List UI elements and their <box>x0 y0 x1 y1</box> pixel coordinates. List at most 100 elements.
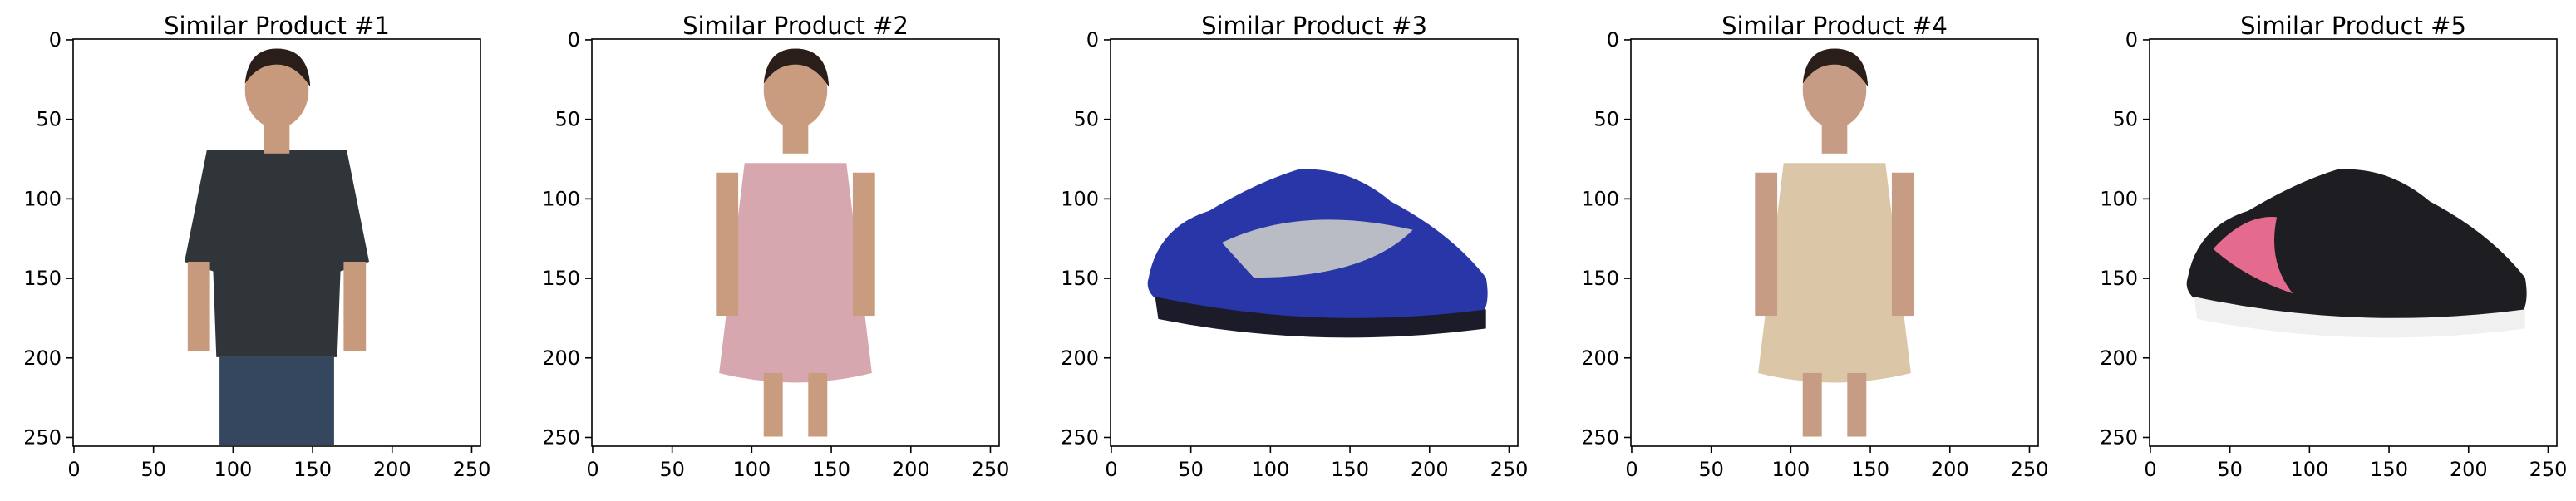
x-tick-label: 50 <box>1178 458 1204 481</box>
axes-frame <box>72 38 481 447</box>
y-tick-label: 100 <box>23 187 62 210</box>
y-tick-label: 250 <box>542 425 580 449</box>
panel-title: Similar Product #4 <box>1721 12 1948 40</box>
x-tick-label: 200 <box>373 458 411 481</box>
y-tick-label: 100 <box>2100 187 2138 210</box>
y-tick-label: 100 <box>542 187 580 210</box>
y-tick-label: 200 <box>2100 346 2138 370</box>
head <box>763 52 828 129</box>
y-tick-label: 250 <box>1581 425 1619 449</box>
axes-frame <box>2149 38 2558 447</box>
arm-right <box>343 261 367 351</box>
head <box>1802 52 1867 129</box>
panel-title: Similar Product #3 <box>1201 12 1427 40</box>
head <box>244 52 309 129</box>
y-tick-label: 50 <box>2112 108 2138 131</box>
garment <box>719 163 872 383</box>
x-tick-label: 0 <box>586 458 598 481</box>
x-tick-label: 50 <box>1698 458 1724 481</box>
x-tick-label: 0 <box>1105 458 1117 481</box>
image-panel: Similar Product #5 0 50 100 150 200 250 0 50 100 1… <box>2100 12 2567 481</box>
arm-left <box>187 261 210 351</box>
product-image <box>2186 169 2527 338</box>
panel-title: Similar Product #5 <box>2240 12 2466 40</box>
x-tick-label: 100 <box>1771 458 1810 481</box>
arm-right <box>1891 172 1914 317</box>
y-tick-label: 200 <box>23 346 62 370</box>
y-tick-label: 200 <box>1061 346 1099 370</box>
x-tick-label: 150 <box>812 458 850 481</box>
neck <box>264 125 290 154</box>
x-tick-label: 50 <box>140 458 166 481</box>
y-tick-label: 0 <box>49 28 62 52</box>
y-tick-label: 150 <box>542 267 580 290</box>
image-panel: Similar Product #4 0 50 100 150 200 250 0 50 100 1… <box>1581 12 2048 481</box>
shoe-sole <box>2194 297 2525 338</box>
x-tick-label: 250 <box>2011 458 2049 481</box>
product-image <box>1147 169 1488 338</box>
arm-left <box>1755 172 1778 317</box>
y-tick-label: 0 <box>2125 28 2138 52</box>
product-image <box>716 48 875 437</box>
x-tick-label: 250 <box>2529 458 2568 481</box>
panel-title: Similar Product #2 <box>682 12 909 40</box>
leg-left <box>1802 372 1822 437</box>
axes-frame <box>1630 38 2039 447</box>
axes-frame <box>591 38 1000 447</box>
leg-right <box>1847 372 1867 437</box>
arm-right <box>852 172 875 317</box>
y-tick-label: 250 <box>1061 425 1099 449</box>
shoe-panel <box>1221 219 1413 278</box>
axes-frame <box>1110 38 1519 447</box>
y-tick-label: 150 <box>23 267 62 290</box>
panel-title: Similar Product #1 <box>164 12 390 40</box>
x-tick-label: 200 <box>892 458 930 481</box>
y-tick-label: 150 <box>1581 267 1619 290</box>
y-tick-label: 50 <box>1073 108 1099 131</box>
garment <box>184 150 370 357</box>
y-tick-label: 0 <box>1607 28 1619 52</box>
y-tick-label: 100 <box>1061 187 1099 210</box>
y-tick-label: 50 <box>36 108 62 131</box>
image-panel: Similar Product #2 0 50 100 150 200 250 0 50 100 1… <box>542 12 1009 481</box>
product-image <box>184 48 370 445</box>
x-tick-label: 100 <box>214 458 252 481</box>
image-panel: Similar Product #3 0 50 100 150 200 250 0 50 100 1… <box>1061 12 1528 481</box>
y-tick-label: 150 <box>2100 267 2138 290</box>
x-tick-label: 50 <box>659 458 685 481</box>
x-tick-label: 0 <box>67 458 80 481</box>
x-tick-label: 150 <box>293 458 332 481</box>
x-tick-label: 0 <box>1625 458 1638 481</box>
y-tick-label: 150 <box>1061 267 1099 290</box>
x-tick-label: 250 <box>972 458 1010 481</box>
y-tick-label: 100 <box>1581 187 1619 210</box>
x-tick-label: 250 <box>1490 458 1529 481</box>
leg-left <box>763 372 783 437</box>
shoe-sole <box>1155 297 1486 338</box>
y-tick-label: 50 <box>554 108 580 131</box>
x-tick-label: 100 <box>732 458 771 481</box>
image-panel: Similar Product #10 50 100 150 200 2500501001… <box>23 12 490 481</box>
neck <box>1821 125 1848 154</box>
hair <box>763 48 830 87</box>
x-tick-label: 250 <box>453 458 491 481</box>
hair <box>244 48 311 87</box>
x-tick-label: 200 <box>1411 458 1449 481</box>
x-tick-label: 0 <box>2144 458 2156 481</box>
x-tick-label: 200 <box>2450 458 2488 481</box>
arm-left <box>716 172 739 317</box>
x-tick-label: 50 <box>2217 458 2243 481</box>
y-tick-label: 250 <box>23 425 62 449</box>
x-tick-label: 100 <box>1251 458 1289 481</box>
product-image <box>1755 48 1914 437</box>
garment <box>1758 163 1911 383</box>
x-tick-label: 100 <box>2290 458 2328 481</box>
hair <box>1802 48 1869 87</box>
y-tick-label: 0 <box>1086 28 1099 52</box>
leg-right <box>808 372 828 437</box>
y-tick-label: 200 <box>542 346 580 370</box>
x-tick-label: 200 <box>1931 458 1969 481</box>
neck <box>782 125 809 154</box>
x-tick-label: 150 <box>2370 458 2408 481</box>
